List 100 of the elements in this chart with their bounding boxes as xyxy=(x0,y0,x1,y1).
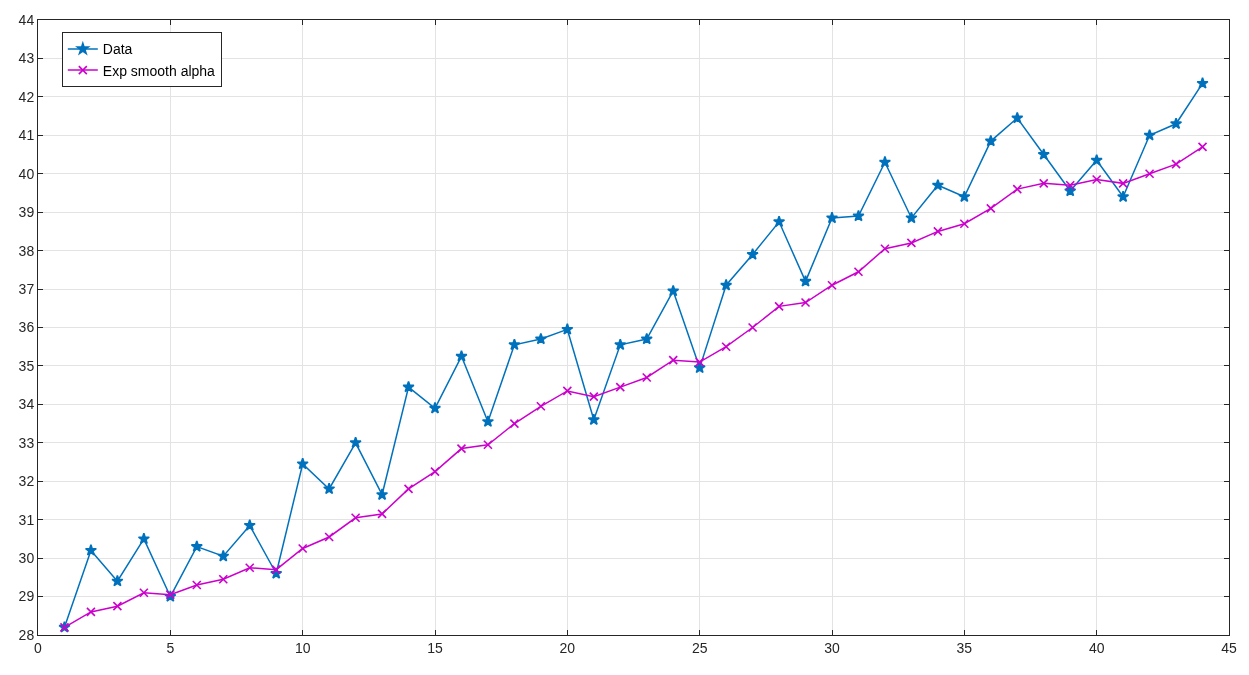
point xyxy=(1144,168,1155,179)
point xyxy=(509,418,520,429)
x-tick-label: 45 xyxy=(1221,639,1237,656)
point xyxy=(562,386,573,396)
point xyxy=(853,266,864,277)
point xyxy=(720,278,733,291)
x-tick-label: 40 xyxy=(1088,639,1105,656)
point xyxy=(217,549,230,562)
point xyxy=(534,332,547,345)
point xyxy=(296,457,309,470)
point xyxy=(827,280,837,291)
y-tick-label: 37 xyxy=(18,280,35,297)
point xyxy=(402,380,415,393)
legend-label: Data xyxy=(102,41,133,58)
point xyxy=(931,178,944,191)
point xyxy=(640,332,653,345)
point xyxy=(1090,153,1103,166)
x-tick-label: 30 xyxy=(824,639,840,656)
point xyxy=(561,323,574,335)
point xyxy=(799,274,812,287)
point xyxy=(933,226,943,237)
point xyxy=(403,484,414,494)
point xyxy=(1117,190,1130,203)
x-tick-label: 25 xyxy=(691,639,708,656)
point xyxy=(1118,178,1128,189)
point xyxy=(615,382,626,392)
y-tick-label: 42 xyxy=(18,88,35,105)
point xyxy=(589,391,599,402)
point xyxy=(958,190,971,203)
y-tick-label: 36 xyxy=(18,319,35,336)
point xyxy=(1091,174,1102,185)
point xyxy=(825,211,839,224)
point xyxy=(852,209,865,222)
point xyxy=(324,532,334,542)
point xyxy=(984,134,997,147)
y-tick-label: 41 xyxy=(18,127,35,144)
point xyxy=(1196,77,1209,89)
point xyxy=(1038,178,1049,189)
point xyxy=(747,322,758,333)
point xyxy=(243,519,256,531)
legend-label: Exp smooth alpha xyxy=(102,62,216,79)
point xyxy=(297,543,308,554)
point xyxy=(800,297,811,308)
point xyxy=(587,413,600,426)
point xyxy=(430,466,440,477)
x-tick-label: 15 xyxy=(427,639,443,656)
point xyxy=(986,203,996,214)
point xyxy=(375,488,389,501)
point xyxy=(959,218,970,229)
point xyxy=(192,580,202,590)
point xyxy=(86,607,96,617)
y-tick-label: 28 xyxy=(18,626,35,643)
y-tick-label: 39 xyxy=(18,204,35,221)
point xyxy=(377,509,387,519)
x-tick-label: 0 xyxy=(34,639,43,656)
point xyxy=(481,415,495,427)
x-tick-label: 35 xyxy=(956,639,973,656)
point xyxy=(1171,159,1181,169)
point xyxy=(349,436,362,449)
x-tick-label: 20 xyxy=(559,639,576,656)
point xyxy=(456,443,467,454)
y-tick-label: 40 xyxy=(18,165,35,182)
y-tick-label: 30 xyxy=(18,550,35,567)
point xyxy=(112,601,123,611)
y-tick-label: 44 xyxy=(18,11,35,28)
point xyxy=(880,243,890,254)
point xyxy=(111,574,124,587)
point xyxy=(1011,111,1024,124)
point xyxy=(694,357,705,367)
point xyxy=(190,540,203,552)
y-tick-label: 33 xyxy=(18,434,35,451)
y-tick-label: 29 xyxy=(18,588,35,605)
point xyxy=(614,338,627,351)
point xyxy=(137,532,150,545)
point xyxy=(667,284,680,297)
point xyxy=(536,401,546,412)
point xyxy=(428,401,442,414)
point xyxy=(271,564,281,575)
point xyxy=(906,238,917,248)
y-tick-label: 31 xyxy=(18,511,35,528)
point xyxy=(1197,142,1208,152)
y-tick-label: 32 xyxy=(18,473,35,490)
point xyxy=(1169,117,1183,130)
point xyxy=(1012,184,1023,194)
point xyxy=(878,155,892,168)
point xyxy=(84,544,98,556)
point xyxy=(1065,180,1075,191)
y-tick-label: 34 xyxy=(18,396,35,413)
point xyxy=(774,301,784,312)
point xyxy=(641,372,652,383)
point xyxy=(483,439,493,450)
x-tick-label: 5 xyxy=(166,639,175,656)
y-tick-label: 35 xyxy=(18,357,35,374)
point xyxy=(350,512,361,523)
x-tick-label: 10 xyxy=(294,639,311,656)
point xyxy=(455,349,468,362)
point xyxy=(1037,148,1050,160)
point xyxy=(139,587,149,598)
point xyxy=(668,355,678,365)
point xyxy=(508,338,521,351)
